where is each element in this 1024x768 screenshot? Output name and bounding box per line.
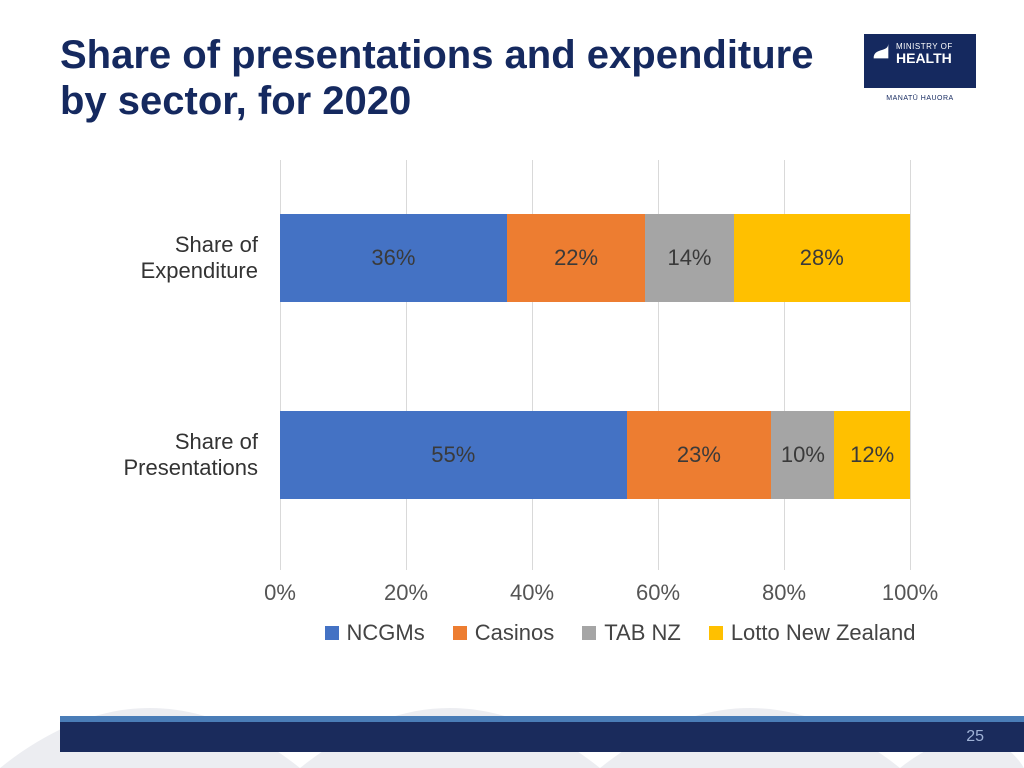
slide: Share of presentations and expenditure b… xyxy=(0,0,1024,768)
legend-item: Casinos xyxy=(453,620,554,646)
stacked-bar-chart: 0%20%40%60%80%100%36%22%14%28%55%23%10%1… xyxy=(60,160,960,630)
legend-label: NCGMs xyxy=(347,620,425,646)
bar-segment: 22% xyxy=(507,214,646,302)
bar-segment: 36% xyxy=(280,214,507,302)
x-axis-tick-label: 0% xyxy=(264,580,296,606)
bar-segment: 10% xyxy=(771,411,834,499)
ministry-of-health-logo: MINISTRY OF HEALTH MANATŪ HAUORA xyxy=(864,34,976,88)
bar-row: 36%22%14%28% xyxy=(280,214,910,302)
legend-swatch xyxy=(453,626,467,640)
x-axis-tick-label: 40% xyxy=(510,580,554,606)
gridline xyxy=(910,160,911,570)
slide-title: Share of presentations and expenditure b… xyxy=(60,32,840,124)
footer-bar: 25 xyxy=(60,722,1024,752)
category-label: Share of Expenditure xyxy=(60,232,270,284)
legend: NCGMs Casinos TAB NZ Lotto New Zealand xyxy=(280,620,960,646)
legend-label: TAB NZ xyxy=(604,620,681,646)
legend-swatch xyxy=(582,626,596,640)
category-label: Share of Presentations xyxy=(60,429,270,481)
x-axis-tick-label: 100% xyxy=(882,580,938,606)
legend-item: NCGMs xyxy=(325,620,425,646)
bar-row: 55%23%10%12% xyxy=(280,411,910,499)
bar-segment: 12% xyxy=(834,411,910,499)
logo-health-text: HEALTH xyxy=(896,51,970,65)
logo-subtitle: MANATŪ HAUORA xyxy=(864,95,976,102)
moh-mark-icon xyxy=(870,40,892,62)
x-axis-tick-label: 60% xyxy=(636,580,680,606)
legend-swatch xyxy=(709,626,723,640)
legend-label: Lotto New Zealand xyxy=(731,620,916,646)
legend-item: Lotto New Zealand xyxy=(709,620,916,646)
x-axis-tick-label: 80% xyxy=(762,580,806,606)
legend-swatch xyxy=(325,626,339,640)
plot-area: 0%20%40%60%80%100%36%22%14%28%55%23%10%1… xyxy=(280,160,910,570)
bar-segment: 23% xyxy=(627,411,772,499)
bar-segment: 28% xyxy=(734,214,910,302)
legend-item: TAB NZ xyxy=(582,620,681,646)
bar-segment: 14% xyxy=(645,214,733,302)
legend-label: Casinos xyxy=(475,620,554,646)
bar-segment: 55% xyxy=(280,411,627,499)
page-number: 25 xyxy=(966,728,984,746)
x-axis-tick-label: 20% xyxy=(384,580,428,606)
